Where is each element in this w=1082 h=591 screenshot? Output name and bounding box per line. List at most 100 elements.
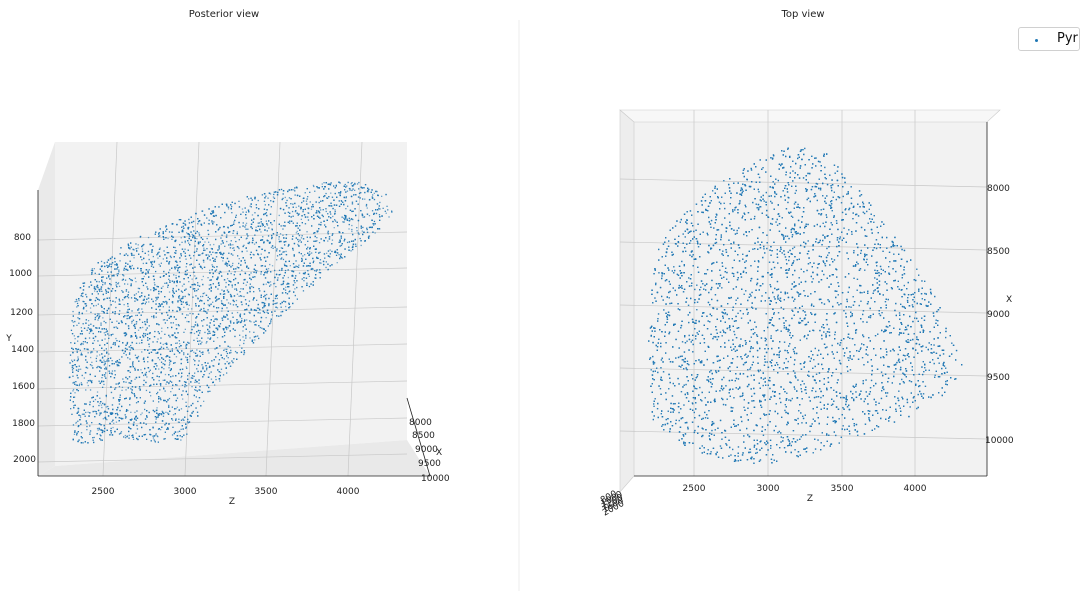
scatter-point: [118, 271, 120, 273]
scatter-point: [345, 208, 347, 210]
scatter-point: [165, 342, 167, 344]
scatter-point: [183, 306, 185, 308]
scatter-point: [265, 212, 267, 214]
scatter-point: [269, 281, 272, 283]
scatter-point: [192, 288, 194, 290]
scatter-point: [295, 265, 297, 267]
scatter-point: [265, 283, 267, 285]
scatter-point: [146, 438, 148, 440]
scatter-point: [177, 431, 179, 433]
scatter-point: [201, 224, 203, 226]
scatter-point: [367, 191, 370, 193]
scatter-point: [146, 415, 148, 417]
scatter-point: [193, 230, 195, 232]
scatter-point: [215, 378, 217, 381]
scatter-point: [158, 368, 160, 370]
scatter-point: [274, 310, 276, 312]
scatter-point: [265, 297, 267, 300]
scatter-point: [179, 244, 181, 246]
scatter-point: [234, 236, 236, 239]
scatter-point: [270, 284, 272, 286]
scatter-point: [323, 263, 325, 266]
scatter-point: [118, 285, 121, 287]
scatter-point: [350, 183, 352, 185]
scatter-point: [187, 422, 189, 424]
scatter-point: [77, 410, 80, 412]
scatter-point: [303, 280, 305, 282]
scatter-point: [104, 427, 106, 430]
scatter-point: [139, 388, 141, 390]
scatter-point: [123, 304, 125, 306]
scatter-point: [156, 416, 158, 419]
scatter-point: [113, 422, 115, 424]
scatter-point: [135, 323, 138, 325]
scatter-point: [163, 438, 165, 440]
scatter-point: [110, 304, 112, 306]
scatter-point: [200, 352, 202, 354]
scatter-point: [271, 228, 273, 230]
scatter-point: [208, 325, 211, 327]
scatter-point: [132, 438, 135, 440]
scatter-point: [169, 369, 171, 372]
scatter-point: [155, 288, 157, 291]
scatter-point: [203, 247, 205, 249]
scatter-point: [188, 406, 190, 408]
scatter-point: [260, 273, 262, 275]
scatter-point: [83, 377, 85, 379]
scatter-point: [245, 211, 247, 213]
scatter-point: [362, 226, 364, 229]
scatter-point: [327, 269, 329, 271]
scatter-point: [327, 240, 329, 242]
scatter-point: [123, 381, 125, 383]
scatter-point: [307, 246, 309, 248]
scatter-point: [91, 273, 93, 275]
grid-line: [102, 141, 118, 477]
scatter-point: [130, 336, 132, 338]
scatter-point: [82, 323, 84, 325]
scatter-point: [116, 268, 118, 270]
scatter-point: [243, 342, 245, 345]
scatter-point: [300, 241, 302, 243]
scatter-point: [236, 352, 238, 354]
scatter-point: [185, 356, 187, 358]
scatter-point: [80, 423, 82, 425]
scatter-point: [196, 381, 198, 383]
scatter-point: [171, 387, 173, 390]
scatter-point: [144, 400, 146, 402]
scatter-point: [306, 282, 308, 284]
scatter-point: [178, 418, 180, 420]
scatter-point: [129, 352, 131, 354]
scatter-point: [176, 342, 178, 344]
scatter-point: [124, 414, 126, 416]
scatter-point: [275, 302, 277, 305]
scatter-point: [168, 364, 170, 366]
scatter-point: [76, 302, 79, 305]
scatter-point: [186, 367, 188, 369]
scatter-point: [223, 231, 225, 233]
scatter-point: [282, 234, 284, 236]
scatter-point: [108, 353, 110, 355]
scatter-point: [187, 378, 189, 380]
scatter-point: [293, 189, 295, 191]
scatter-point: [188, 242, 190, 244]
scatter-point: [93, 268, 95, 270]
scatter-point: [303, 214, 306, 216]
scatter-point: [147, 339, 149, 341]
scatter-point: [255, 335, 257, 338]
scatter-point: [288, 286, 290, 288]
scatter-point: [167, 348, 169, 350]
scatter-point: [197, 284, 199, 286]
scatter-point: [95, 357, 97, 360]
scatter-point: [199, 241, 201, 243]
scatter-point: [97, 365, 99, 368]
scatter-point: [178, 295, 181, 297]
scatter-point: [235, 240, 237, 243]
scatter-point: [157, 391, 159, 394]
scatter-point: [213, 266, 215, 268]
scatter-point: [124, 398, 126, 400]
scatter-point: [175, 324, 177, 326]
scatter-point: [195, 317, 197, 319]
scatter-point: [259, 225, 261, 227]
scatter-point: [111, 262, 114, 264]
scatter-point: [133, 257, 135, 259]
